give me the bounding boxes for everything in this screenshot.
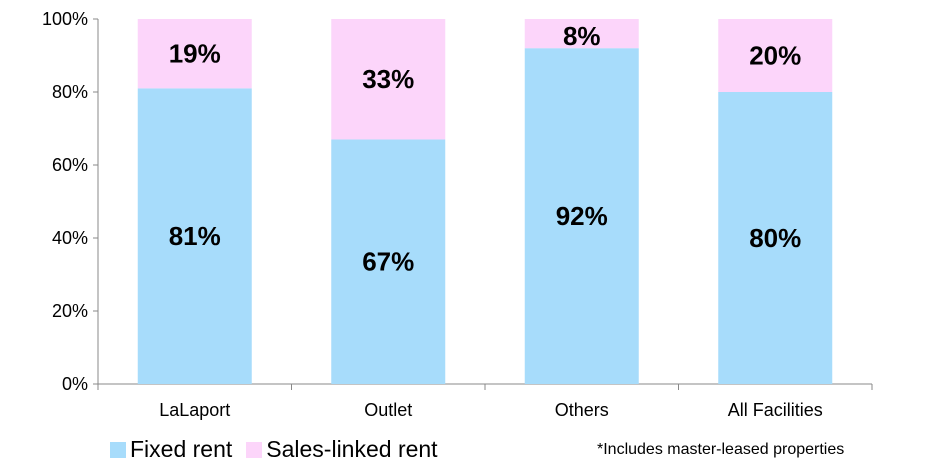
legend: Fixed rent Sales-linked rent bbox=[110, 436, 452, 463]
x-category-label: LaLaport bbox=[159, 400, 230, 420]
legend-item-sales-linked-rent: Sales-linked rent bbox=[246, 436, 438, 463]
data-label-sales-linked-rent: 33% bbox=[362, 64, 414, 94]
stacked-bar-chart: 0% 20% 40% 60% 80% 100% 81% 19% LaLaport 67% 33% Ou… bbox=[42, 9, 873, 420]
bar-sales-linked-rent bbox=[137, 19, 252, 89]
legend-item-fixed-rent: Fixed rent bbox=[110, 436, 232, 463]
legend-swatch-sales-linked-rent bbox=[246, 441, 263, 458]
bar-fixed-rent bbox=[524, 48, 639, 384]
y-tick-label: 40% bbox=[52, 228, 88, 248]
footnote: *Includes master-leased properties bbox=[597, 441, 845, 458]
data-label-fixed-rent: 92% bbox=[556, 201, 608, 231]
x-category-label: Others bbox=[555, 400, 609, 420]
bar-sales-linked-rent bbox=[718, 19, 833, 92]
bar-fixed-rent bbox=[137, 88, 252, 384]
data-label-sales-linked-rent: 19% bbox=[169, 39, 221, 69]
y-tick-label: 100% bbox=[42, 9, 88, 29]
bar-fixed-rent bbox=[331, 139, 446, 384]
bar-sales-linked-rent bbox=[524, 19, 639, 49]
data-label-fixed-rent: 81% bbox=[169, 221, 221, 251]
data-label-sales-linked-rent: 20% bbox=[749, 41, 801, 71]
y-tick-label: 20% bbox=[52, 301, 88, 321]
x-category-label: Outlet bbox=[364, 400, 412, 420]
data-label-fixed-rent: 67% bbox=[362, 247, 414, 277]
bar-sales-linked-rent bbox=[331, 19, 446, 140]
data-label-sales-linked-rent: 8% bbox=[563, 21, 601, 51]
x-category-label: All Facilities bbox=[728, 400, 823, 420]
legend-label-sales-linked-rent: Sales-linked rent bbox=[266, 436, 438, 462]
legend-label-fixed-rent: Fixed rent bbox=[130, 436, 233, 462]
y-tick-label: 0% bbox=[62, 374, 88, 394]
y-tick-label: 60% bbox=[52, 155, 88, 175]
y-tick-label: 80% bbox=[52, 82, 88, 102]
data-label-fixed-rent: 80% bbox=[749, 223, 801, 253]
legend-swatch-fixed-rent bbox=[110, 441, 126, 458]
bar-fixed-rent bbox=[718, 92, 833, 384]
